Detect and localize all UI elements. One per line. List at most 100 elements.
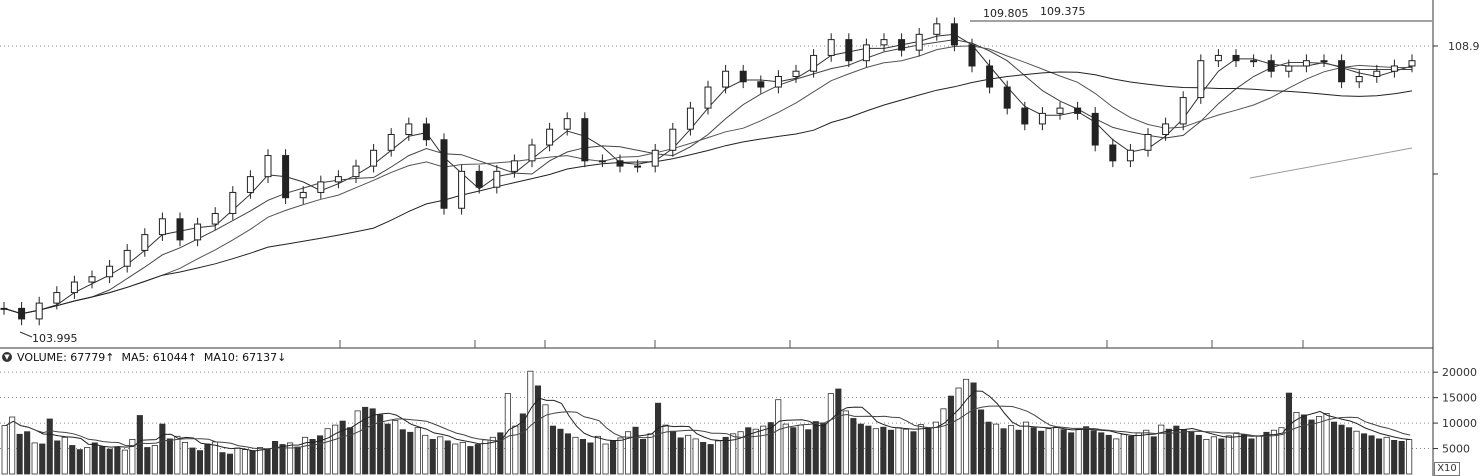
candle-body — [686, 107, 694, 130]
candle-body — [405, 123, 413, 135]
volume-ma10: MA10: 67137↓ — [203, 350, 287, 364]
volume-bar — [910, 431, 917, 475]
volume-bar — [1353, 430, 1360, 475]
volume-bar — [362, 406, 369, 475]
volume-bar — [392, 420, 399, 475]
volume-bar — [857, 423, 864, 475]
candle-body — [1355, 76, 1363, 83]
candle-body — [616, 160, 624, 167]
volume-bar — [887, 429, 894, 475]
volume-bar — [1165, 428, 1172, 475]
candle-body — [1109, 144, 1117, 162]
candle-body — [334, 176, 342, 183]
volume-bar — [700, 441, 707, 475]
volume-bar — [234, 447, 241, 475]
volume-bar — [1316, 416, 1323, 475]
volume-bar — [1000, 428, 1007, 475]
volume-bar — [129, 438, 136, 475]
volume-bar — [625, 431, 632, 475]
volume-bar — [9, 416, 16, 475]
candle-body — [1126, 149, 1134, 162]
candle-body — [704, 86, 712, 109]
volume-bar — [737, 431, 744, 475]
volume-bar — [1143, 429, 1150, 475]
candle-body — [1285, 65, 1293, 72]
volume-bar — [1188, 431, 1195, 475]
volume-bar — [271, 440, 279, 475]
volume-bar — [99, 446, 106, 475]
volume-scale-badge[interactable]: X10 — [1434, 462, 1460, 476]
volume-bar — [332, 424, 339, 475]
volume-bar — [1376, 438, 1383, 475]
candle-body — [53, 292, 61, 304]
volume-bar — [902, 428, 909, 475]
volume-bar — [865, 425, 872, 475]
candle-body — [510, 160, 518, 172]
ma-line — [3, 71, 1413, 315]
volume-bar — [1218, 438, 1225, 475]
volume-bar — [174, 435, 181, 475]
volume-bar — [1383, 436, 1390, 475]
candle-body — [528, 144, 536, 162]
volume-bar — [309, 438, 316, 475]
volume-bar — [241, 449, 249, 475]
volume-tick-label: 10000 — [1442, 417, 1477, 430]
candle-body — [1003, 86, 1011, 109]
volume-bar — [925, 427, 932, 475]
volume-bar — [978, 409, 985, 475]
volume-bar — [820, 423, 827, 475]
volume-bar — [1195, 434, 1202, 475]
volume-bar — [166, 438, 173, 475]
volume-bar — [1331, 421, 1338, 475]
candle-body — [827, 39, 835, 56]
low-annotation: 103.995 — [32, 332, 78, 345]
candle-body — [194, 223, 202, 241]
candle-body — [739, 70, 747, 83]
volume-bar — [16, 433, 23, 475]
volume-bar — [497, 432, 504, 475]
volume-bar — [1233, 432, 1240, 475]
volume-bar — [437, 436, 444, 475]
volume-bar — [880, 426, 887, 475]
volume-bar — [286, 442, 294, 475]
chevron-down-icon[interactable]: ▼ — [2, 352, 12, 362]
volume-bar — [1225, 435, 1232, 475]
candle-body — [563, 118, 571, 130]
candle-body — [1091, 112, 1099, 146]
volume-bar — [444, 440, 451, 475]
volume-ma-line — [5, 390, 1411, 452]
volume-bar — [31, 442, 38, 475]
volume-bar — [1135, 432, 1142, 475]
volume-bar — [76, 449, 83, 475]
volume-bar — [947, 395, 954, 475]
volume-bar — [1098, 432, 1105, 475]
volume-bar — [572, 436, 579, 475]
volume-bar — [61, 436, 68, 475]
volume-bar — [632, 426, 639, 475]
candle-body — [493, 170, 501, 188]
candle-body — [634, 165, 642, 168]
volume-bar — [384, 423, 391, 475]
volume-bar — [1023, 421, 1030, 475]
volume-ma-lines — [5, 390, 1411, 452]
candle-body — [282, 155, 290, 199]
volume-bar — [159, 423, 166, 475]
volume-bar — [955, 387, 962, 475]
volume-tick-label: 15000 — [1442, 392, 1477, 405]
candle-body — [264, 155, 272, 178]
volume-bar — [932, 421, 939, 475]
volume-bar — [1038, 430, 1045, 475]
volume-bar — [670, 430, 677, 475]
volume-bar — [587, 442, 594, 475]
volume-bar — [797, 424, 804, 475]
volume-bar — [1278, 427, 1285, 475]
high-annotation: 109.375 — [1040, 5, 1086, 18]
candle-body — [546, 128, 554, 146]
date-ticks — [339, 340, 1304, 348]
volume-bar — [181, 441, 189, 475]
candle-body — [158, 218, 166, 236]
volume-bar — [226, 453, 234, 475]
volume-bar — [579, 438, 586, 475]
volume-bar — [1293, 411, 1300, 475]
candle-body — [598, 160, 606, 163]
